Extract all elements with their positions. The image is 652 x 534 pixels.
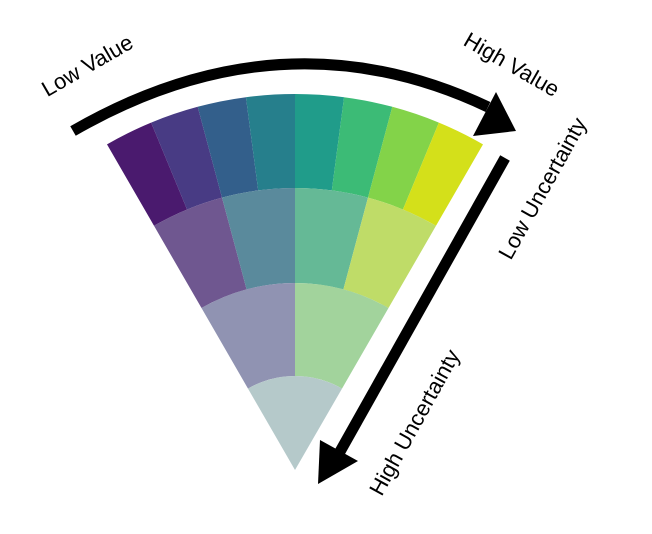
- high-uncertainty-label: High Uncertainty: [364, 345, 465, 499]
- palette-cell-level-4-1: [248, 375, 342, 470]
- palette-cell-level-1-2: [151, 106, 223, 210]
- palette-cell-level-1-8: [402, 122, 483, 226]
- high-value-label: High Value: [460, 27, 564, 102]
- palette-cell-level-3-2: [295, 283, 389, 389]
- palette-cell-level-2-3: [295, 188, 368, 290]
- palette-wedges: [107, 94, 483, 470]
- palette-cell-level-1-3: [197, 97, 259, 198]
- palette-cell-level-1-7: [367, 106, 439, 210]
- value-arrow-arc: [70, 58, 491, 136]
- palette-cell-level-1-4: [245, 94, 295, 191]
- palette-cell-level-1-1: [107, 122, 188, 226]
- palette-cell-level-2-2: [222, 188, 295, 290]
- value-arrow-head-icon: [473, 92, 516, 136]
- palette-cell-level-2-4: [343, 197, 436, 309]
- low-uncertainty-label: Low Uncertainty: [493, 113, 591, 263]
- palette-cell-level-2-1: [154, 197, 247, 309]
- palette-cell-level-1-6: [331, 97, 393, 198]
- palette-cell-level-3-1: [201, 283, 295, 389]
- uncertainty-arrow-head-icon: [318, 440, 358, 484]
- low-value-label: Low Value: [37, 29, 137, 101]
- palette-cell-level-1-5: [295, 94, 345, 191]
- uncertainty-arrow-shaft: [332, 155, 510, 460]
